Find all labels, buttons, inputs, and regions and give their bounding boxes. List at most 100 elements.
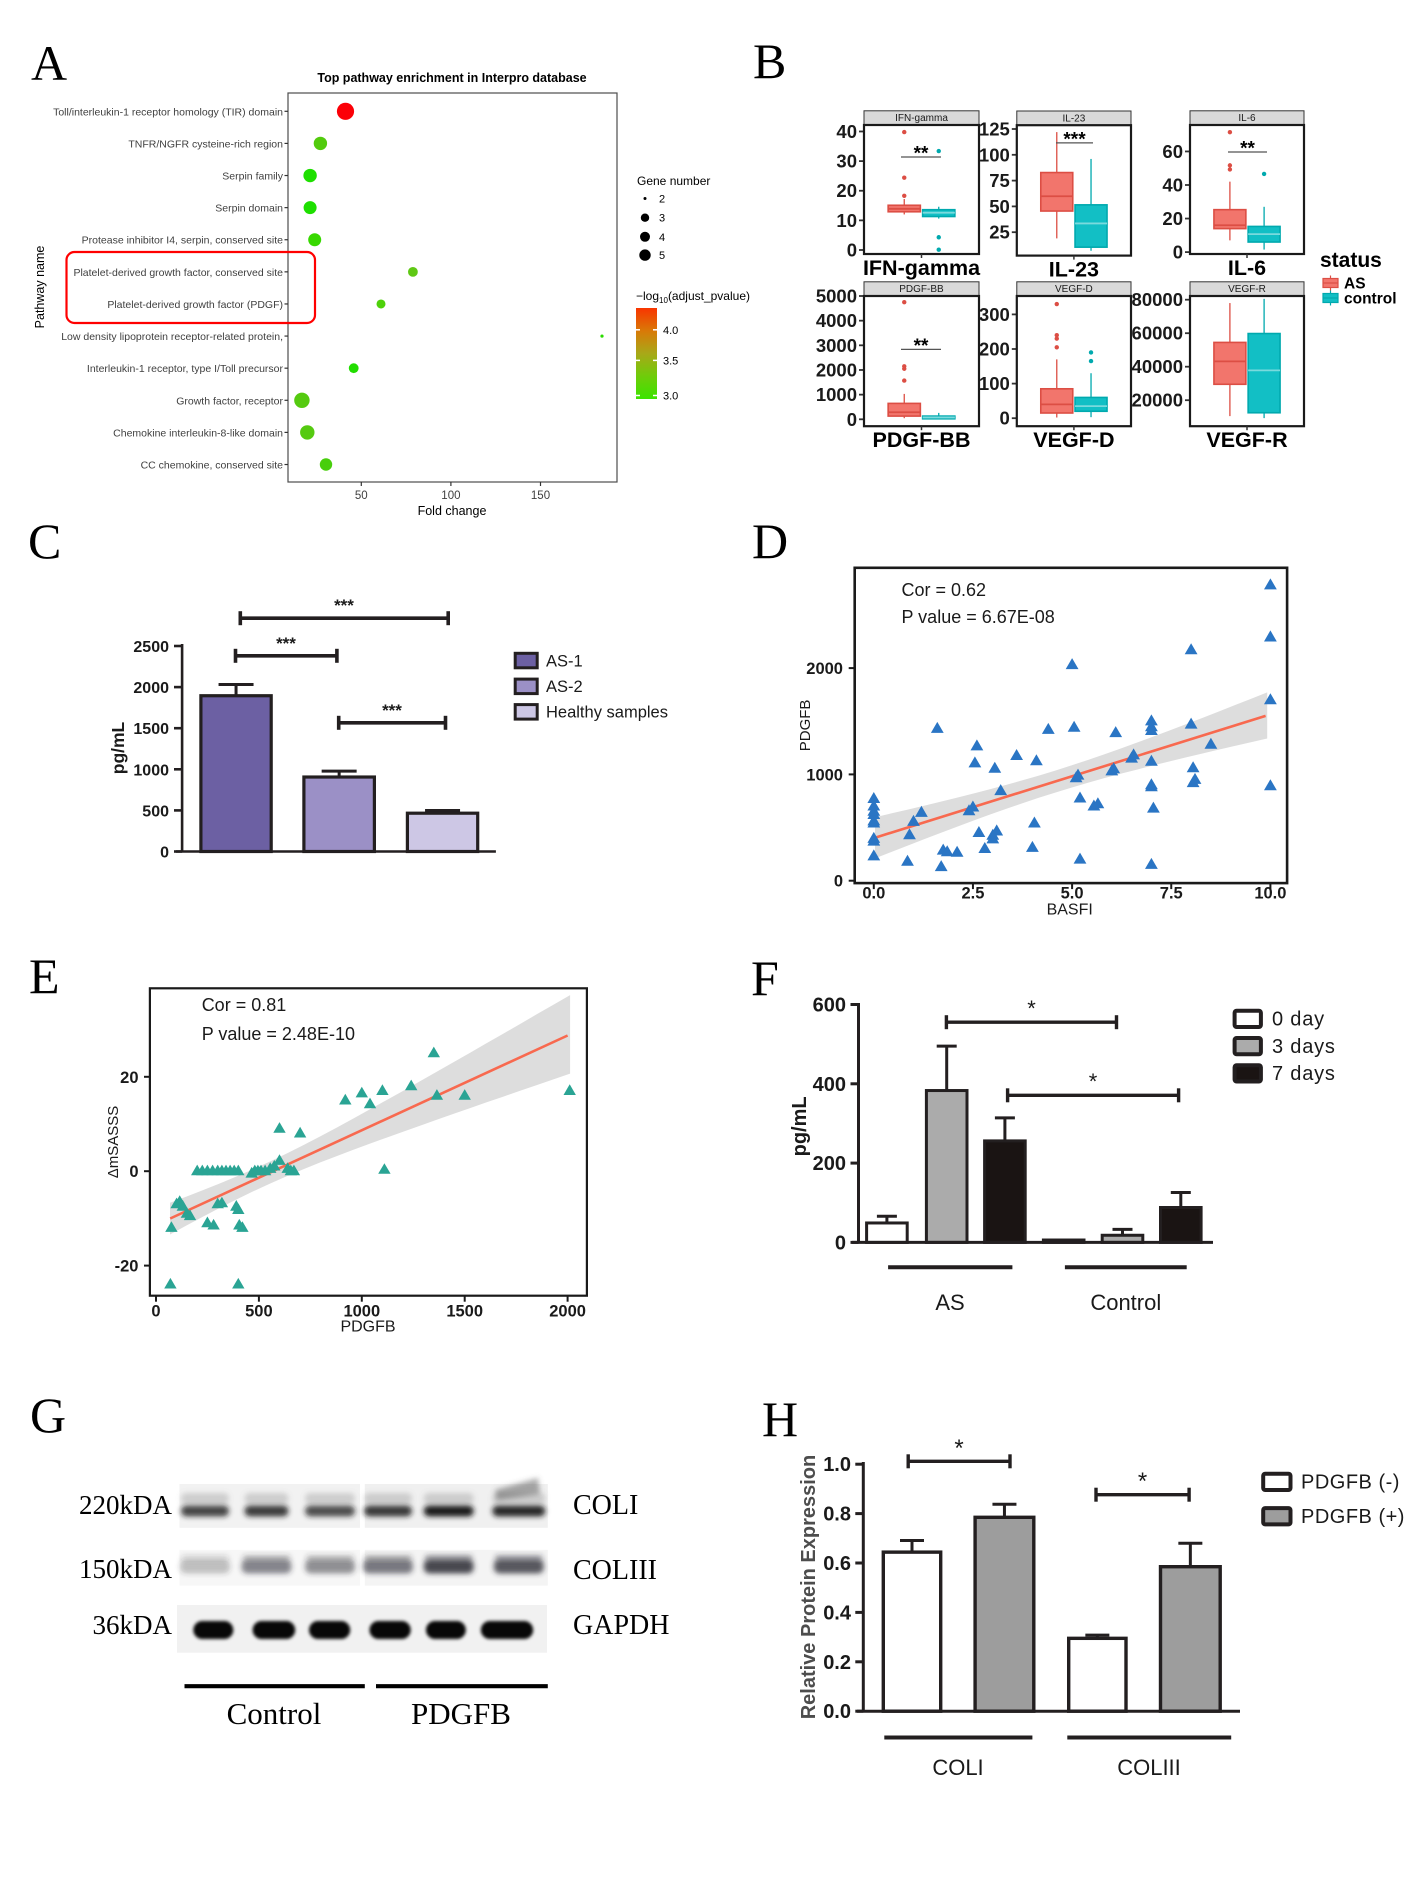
svg-text:**: **	[914, 144, 929, 165]
svg-text:*: *	[1089, 1069, 1098, 1094]
svg-text:P value = 2.48E-10: P value = 2.48E-10	[202, 1024, 355, 1044]
svg-text:1000: 1000	[343, 1303, 380, 1321]
svg-text:PDGF-BB: PDGF-BB	[899, 284, 944, 295]
svg-text:4: 4	[659, 232, 665, 244]
svg-text:150kDA: 150kDA	[79, 1554, 172, 1584]
svg-text:PDGFB (+): PDGFB (+)	[1301, 1506, 1405, 1528]
svg-text:**: **	[1240, 139, 1255, 160]
svg-text:5: 5	[659, 250, 665, 262]
svg-text:Top pathway enrichment in Inte: Top pathway enrichment in Interpro datab…	[317, 71, 586, 85]
svg-text:0.2: 0.2	[823, 1652, 851, 1674]
svg-text:1000: 1000	[806, 766, 843, 784]
svg-text:PDGFB: PDGFB	[340, 1319, 395, 1336]
svg-text:*: *	[1027, 996, 1036, 1021]
svg-text:60000: 60000	[1132, 323, 1183, 344]
svg-text:IL-6: IL-6	[1238, 113, 1256, 124]
svg-text:Platelet-derived growth factor: Platelet-derived growth factor, conserve…	[73, 267, 283, 279]
svg-text:Control: Control	[227, 1696, 322, 1731]
svg-text:D: D	[752, 513, 788, 569]
svg-text:300: 300	[979, 304, 1010, 325]
svg-text:AS: AS	[935, 1290, 964, 1315]
svg-text:Platelet-derived growth factor: Platelet-derived growth factor (PDGF)	[107, 299, 283, 311]
svg-text:Gene number: Gene number	[637, 174, 710, 188]
svg-text:2000: 2000	[806, 660, 843, 678]
svg-text:5000: 5000	[816, 286, 857, 307]
svg-text:−log10(adjust_pvalue): −log10(adjust_pvalue)	[636, 289, 750, 305]
svg-text:C: C	[28, 513, 61, 569]
svg-text:100: 100	[979, 373, 1010, 394]
svg-text:100: 100	[441, 490, 460, 502]
svg-text:**: **	[914, 336, 929, 357]
svg-text:0.6: 0.6	[823, 1553, 851, 1575]
svg-text:Cor = 0.62: Cor = 0.62	[902, 580, 987, 600]
svg-text:125: 125	[979, 119, 1010, 140]
svg-text:3.5: 3.5	[663, 355, 678, 367]
svg-text:0: 0	[151, 1303, 160, 1321]
svg-text:1500: 1500	[133, 721, 169, 738]
svg-text:500: 500	[142, 803, 169, 820]
svg-text:COLIII: COLIII	[573, 1555, 657, 1586]
svg-text:Fold change: Fold change	[418, 504, 487, 518]
svg-text:150: 150	[531, 490, 550, 502]
svg-text:0: 0	[1000, 408, 1010, 429]
svg-text:0: 0	[835, 1232, 846, 1254]
svg-text:5.0: 5.0	[1061, 885, 1084, 903]
svg-text:3.0: 3.0	[663, 391, 678, 403]
svg-text:36kDA: 36kDA	[93, 1610, 173, 1640]
svg-text:Low density lipoprotein recept: Low density lipoprotein receptor-related…	[61, 331, 283, 343]
svg-text:***: ***	[1063, 129, 1086, 150]
svg-text:Protease inhibitor I4, serpin,: Protease inhibitor I4, serpin, conserved…	[82, 235, 284, 247]
svg-text:500: 500	[245, 1303, 273, 1321]
svg-text:1000: 1000	[133, 762, 169, 779]
svg-text:TNFR/NGFR cysteine-rich region: TNFR/NGFR cysteine-rich region	[128, 138, 283, 150]
svg-text:20: 20	[120, 1069, 138, 1087]
svg-text:E: E	[29, 948, 60, 1004]
svg-text:7.5: 7.5	[1160, 885, 1183, 903]
svg-text:60: 60	[1162, 141, 1183, 162]
svg-text:0: 0	[847, 240, 857, 261]
svg-text:COLIII: COLIII	[1117, 1755, 1181, 1780]
svg-text:100: 100	[979, 144, 1010, 165]
svg-text:10.0: 10.0	[1254, 885, 1286, 903]
svg-text:40: 40	[836, 121, 857, 142]
svg-text:A: A	[31, 35, 67, 91]
svg-text:Relative Protein Expression: Relative Protein Expression	[798, 1455, 820, 1720]
svg-text:0: 0	[1173, 242, 1183, 263]
svg-text:PDGFB (-): PDGFB (-)	[1301, 1472, 1400, 1494]
svg-text:VEGF-R: VEGF-R	[1228, 284, 1266, 295]
svg-text:7 days: 7 days	[1272, 1063, 1336, 1085]
svg-text:2: 2	[659, 194, 665, 206]
svg-text:0.8: 0.8	[823, 1504, 851, 1526]
svg-text:2000: 2000	[816, 359, 857, 380]
svg-text:Interleukin-1 receptor, type I: Interleukin-1 receptor, type I/Toll prec…	[87, 363, 284, 375]
svg-text:AS-1: AS-1	[546, 652, 583, 670]
svg-text:IL-23: IL-23	[1063, 113, 1086, 124]
svg-text:0.0: 0.0	[823, 1701, 851, 1723]
svg-text:0: 0	[847, 409, 857, 430]
svg-text:PDGFB: PDGFB	[411, 1696, 511, 1731]
svg-text:P value = 6.67E-08: P value = 6.67E-08	[902, 607, 1055, 627]
svg-text:***: ***	[276, 634, 296, 653]
svg-text:***: ***	[334, 596, 354, 615]
svg-text:COLI: COLI	[932, 1755, 983, 1780]
svg-text:0.0: 0.0	[862, 885, 885, 903]
svg-text:600: 600	[813, 995, 846, 1017]
svg-text:***: ***	[382, 701, 402, 720]
svg-text:VEGF-R: VEGF-R	[1206, 428, 1288, 452]
svg-text:AS-2: AS-2	[546, 678, 583, 696]
svg-text:200: 200	[979, 339, 1010, 360]
svg-text:ΔmSASSS: ΔmSASSS	[105, 1106, 122, 1179]
svg-text:PDGF-BB: PDGF-BB	[873, 428, 971, 452]
svg-text:220kDA: 220kDA	[79, 1490, 172, 1520]
svg-text:PDGFB: PDGFB	[797, 700, 814, 752]
svg-text:0 day: 0 day	[1272, 1009, 1325, 1031]
svg-text:VEGF-D: VEGF-D	[1055, 284, 1093, 295]
svg-text:1.0: 1.0	[823, 1454, 851, 1476]
svg-text:*: *	[954, 1435, 963, 1462]
svg-text:control: control	[1344, 291, 1397, 308]
svg-text:0: 0	[834, 873, 843, 891]
svg-text:IL-6: IL-6	[1228, 256, 1266, 280]
svg-text:20: 20	[1162, 208, 1183, 229]
svg-text:IFN-gamma: IFN-gamma	[895, 113, 948, 124]
svg-text:BASFI: BASFI	[1047, 902, 1093, 919]
